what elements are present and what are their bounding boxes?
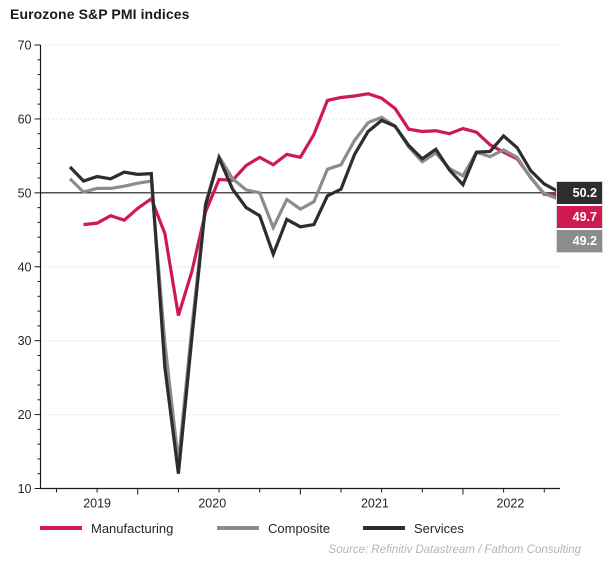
services-line-swatch-icon [363, 526, 405, 530]
legend-label-services: Services [414, 520, 464, 536]
legend-item-manufacturing: Manufacturing [40, 518, 173, 538]
legend-label-manufacturing: Manufacturing [91, 520, 174, 536]
line-chart: 10 20 30 40 50 60 70 2019 2020 2021 2022 [18, 39, 560, 511]
end-value-composite: 49.2 [557, 230, 602, 252]
end-value-services: 50.2 [557, 182, 602, 204]
series-line-composite [68, 115, 559, 463]
series-line-manufacturing [83, 92, 558, 317]
x-tick-label-2022: 2022 [496, 497, 524, 511]
x-tick-label-2020: 2020 [198, 497, 226, 511]
y-tick-label-40: 40 [18, 260, 32, 274]
end-value-labels: 50.2 49.7 49.2 [556, 181, 603, 253]
y-tick-label-60: 60 [18, 112, 32, 126]
y-tick-label-20: 20 [18, 408, 32, 422]
legend-label-composite: Composite [268, 520, 331, 536]
manufacturing-line-swatch-icon [40, 526, 82, 530]
y-tick-label-10: 10 [18, 482, 32, 496]
end-value-manufacturing: 49.7 [557, 206, 602, 228]
source-attribution: Source: Refinitiv Datastream / Fathom Co… [328, 544, 581, 556]
legend-item-composite: Composite [217, 518, 330, 538]
y-tick-label-50: 50 [18, 186, 32, 200]
page-title: Eurozone S&P PMI indices [10, 6, 190, 22]
legend: Manufacturing Composite Services [0, 518, 605, 540]
y-tick-label-30: 30 [18, 334, 32, 348]
x-tick-label-2021: 2021 [361, 497, 389, 511]
y-tick-label-70: 70 [18, 39, 32, 53]
x-tick-label-2019: 2019 [83, 497, 111, 511]
legend-item-services: Services [363, 518, 464, 538]
composite-line-swatch-icon [217, 526, 259, 530]
series-line-services [68, 118, 559, 474]
